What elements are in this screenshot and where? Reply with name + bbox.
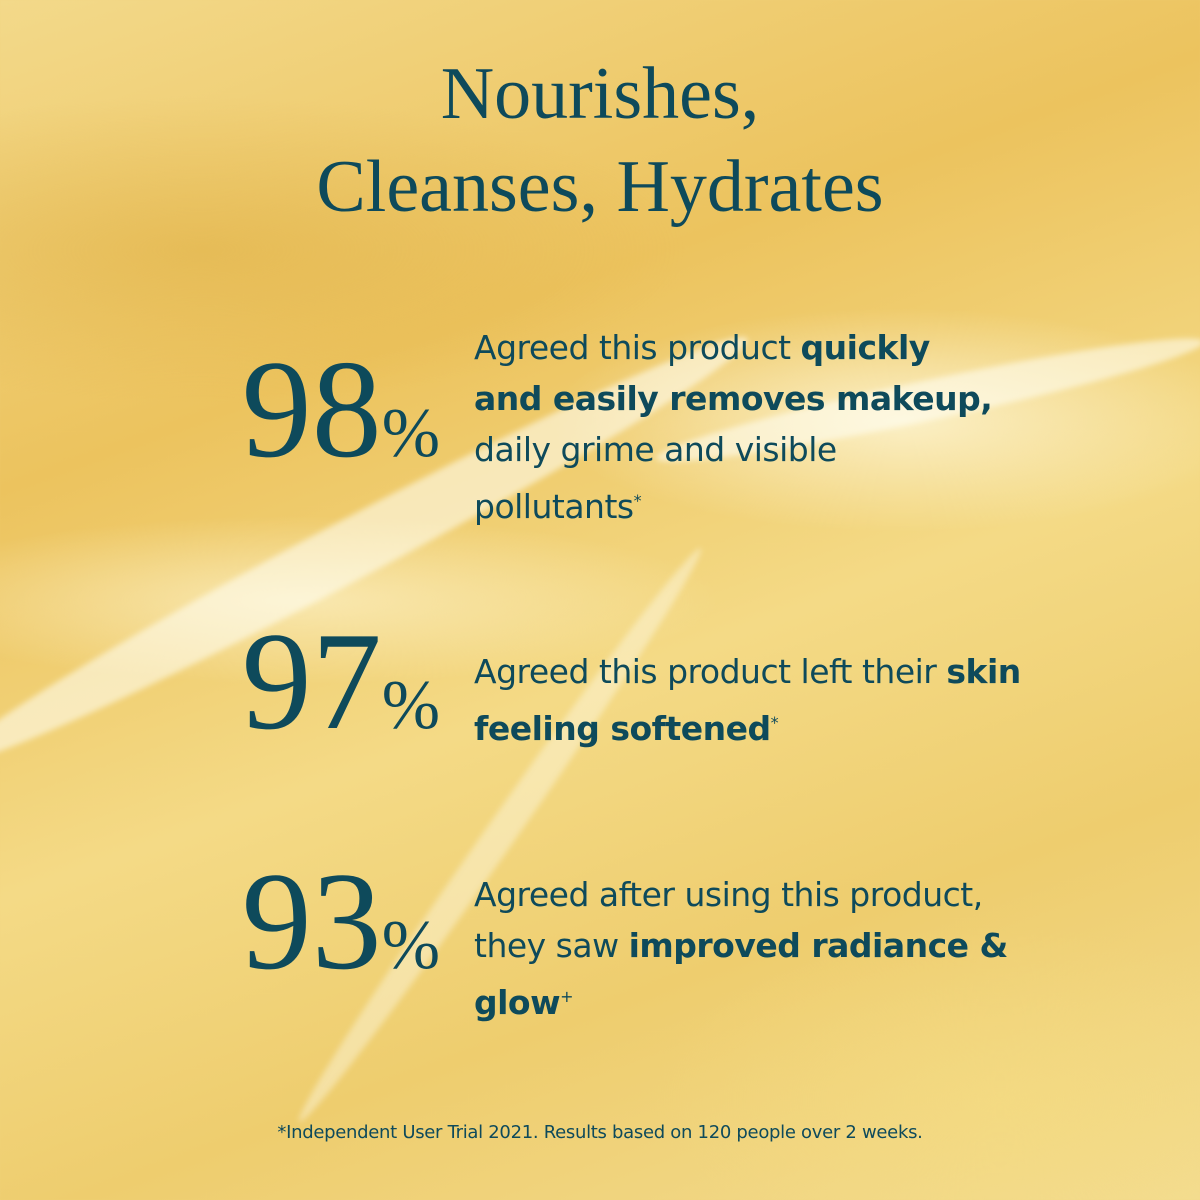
stat-number: 98% — [241, 332, 440, 487]
body-text: Agreed this product — [474, 328, 801, 367]
page-title: Nourishes, Cleanses, Hydrates — [0, 48, 1200, 234]
footnote-marker: * — [633, 491, 642, 510]
stat-description: Agreed after using this product, they sa… — [474, 869, 1014, 1028]
body-text: Agreed this product left their — [474, 652, 947, 691]
emphasis-text: improved radiance & glow — [474, 926, 1008, 1022]
footnote: *Independent User Trial 2021. Results ba… — [277, 1122, 923, 1143]
body-text: Agreed after using this product, they sa… — [474, 875, 983, 965]
emphasis-text: quickly and easily removes makeup, — [474, 328, 993, 418]
emphasis-text: skin feeling softened — [474, 652, 1021, 748]
stat-number: 93% — [241, 844, 440, 999]
stat-description: Agreed this product quickly and easily r… — [474, 322, 1004, 532]
footnote-marker: + — [560, 987, 573, 1006]
body-text: daily grime and visible pollutants — [474, 430, 837, 526]
title-line-1: Nourishes, — [440, 53, 760, 135]
title-line-2: Cleanses, Hydrates — [316, 146, 884, 228]
footnote-marker: * — [770, 713, 779, 732]
stat-number: 97% — [241, 604, 440, 759]
stat-description: Agreed this product left their skin feel… — [474, 646, 1034, 754]
